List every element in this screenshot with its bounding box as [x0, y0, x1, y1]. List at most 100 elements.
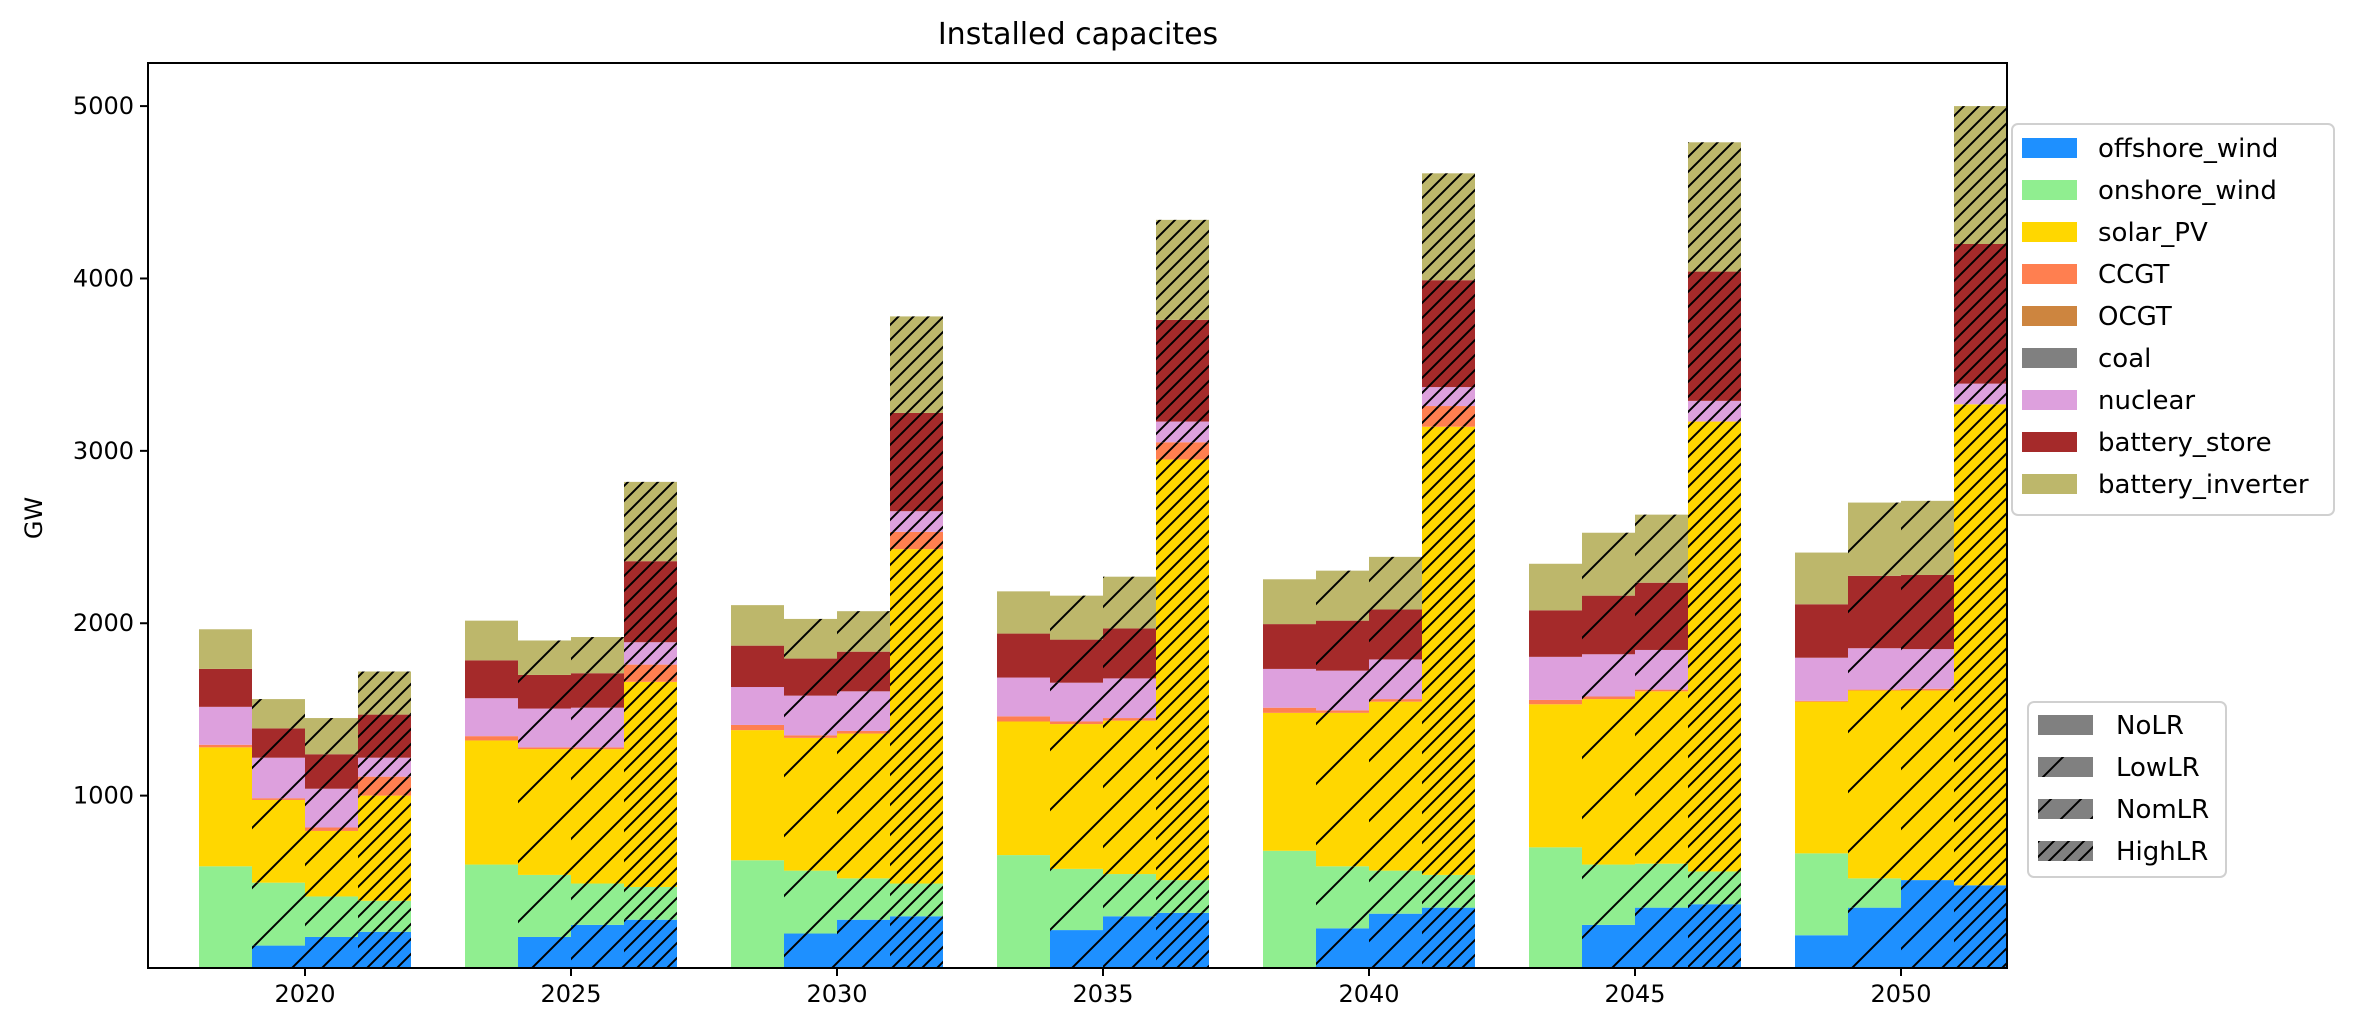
- bar-hatch-offshore_wind-NomLR-2045: [1635, 907, 1688, 968]
- legend-swatch-nuclear: [2022, 390, 2077, 410]
- bar-hatch-offshore_wind-LowLR-2035: [1050, 930, 1103, 968]
- bar-hatch-nuclear-HighLR-2050: [1954, 383, 2007, 405]
- bar-hatch-battery_store-NomLR-2050: [1901, 574, 1954, 650]
- x-tick-label: 2050: [1870, 980, 1931, 1008]
- bar-hatch-onshore_wind-LowLR-2020: [252, 882, 305, 946]
- bar-hatch-battery_inverter-NomLR-2050: [1901, 500, 1954, 575]
- bar-hatch-nuclear-NomLR-2030: [837, 691, 890, 731]
- bar-hatch-onshore_wind-HighLR-2040: [1422, 874, 1475, 908]
- bar-hatch-battery_store-LowLR-2030: [784, 658, 837, 696]
- bar-hatch-solar_PV-NomLR-2040: [1369, 701, 1422, 871]
- bar-hatch-nuclear-LowLR-2050: [1848, 648, 1901, 690]
- bar-hatch-onshore_wind-HighLR-2020: [358, 900, 411, 932]
- bar-hatch-CCGT-NomLR-2035: [1103, 718, 1156, 721]
- bar-hatch-battery_store-NomLR-2035: [1103, 628, 1156, 679]
- bar-hatch-CCGT-LowLR-2030: [784, 735, 837, 738]
- bar-segment-onshore_wind-NoLR-2045: [1529, 847, 1582, 968]
- bar-hatch-nuclear-LowLR-2020: [252, 757, 305, 799]
- legend-label-NomLR: NomLR: [2116, 795, 2209, 825]
- legend-hatch-NomLR: [2038, 799, 2093, 819]
- bar-hatch-CCGT-LowLR-2025: [518, 747, 571, 750]
- bar-segment-CCGT-NoLR-2025: [465, 736, 518, 741]
- bar-hatch-onshore_wind-LowLR-2050: [1848, 878, 1901, 908]
- legend-swatch-CCGT: [2022, 264, 2077, 284]
- legend-label-LowLR: LowLR: [2116, 753, 2200, 783]
- bar-hatch-CCGT-NomLR-2030: [837, 730, 890, 734]
- bar-segment-CCGT-NoLR-2050: [1795, 700, 1848, 702]
- bar-hatch-offshore_wind-LowLR-2050: [1848, 907, 1901, 968]
- legend-swatch-NoLR: [2038, 715, 2093, 735]
- bar-segment-nuclear-NoLR-2025: [465, 698, 518, 737]
- bar-hatch-onshore_wind-LowLR-2035: [1050, 868, 1103, 931]
- bar-hatch-nuclear-LowLR-2025: [518, 708, 571, 748]
- bar-hatch-CCGT-LowLR-2020: [252, 798, 305, 800]
- y-tick-label: 3000: [73, 437, 134, 465]
- bar-hatch-battery_store-HighLR-2035: [1156, 319, 1209, 422]
- bar-segment-nuclear-NoLR-2045: [1529, 656, 1582, 700]
- legend-swatch-coal: [2022, 348, 2077, 368]
- bar-hatch-CCGT-NomLR-2020: [305, 827, 358, 831]
- legend-label-NoLR: NoLR: [2116, 711, 2184, 741]
- bar-segment-battery_inverter-NoLR-2030: [731, 605, 784, 646]
- bar-hatch-battery_inverter-HighLR-2025: [624, 481, 677, 562]
- bar-hatch-battery_store-LowLR-2040: [1316, 620, 1369, 671]
- bar-hatch-nuclear-NomLR-2035: [1103, 678, 1156, 719]
- bar-segment-onshore_wind-NoLR-2020: [199, 866, 252, 968]
- legend-swatch-battery_store: [2022, 432, 2077, 452]
- bar-hatch-nuclear-HighLR-2020: [358, 757, 411, 777]
- x-tick-label: 2030: [806, 980, 867, 1008]
- legend-swatch-onshore_wind: [2022, 180, 2077, 200]
- bar-hatch-battery_store-HighLR-2025: [624, 561, 677, 643]
- bar-hatch-battery_inverter-LowLR-2030: [784, 618, 837, 659]
- bar-hatch-solar_PV-LowLR-2045: [1582, 699, 1635, 865]
- bar-hatch-offshore_wind-HighLR-2045: [1688, 904, 1741, 968]
- legend-label-offshore_wind: offshore_wind: [2098, 134, 2278, 164]
- bar-hatch-onshore_wind-LowLR-2030: [784, 870, 837, 934]
- x-tick-label: 2025: [540, 980, 601, 1008]
- bar-hatch-CCGT-NomLR-2045: [1635, 689, 1688, 692]
- bar-hatch-CCGT-HighLR-2035: [1156, 442, 1209, 460]
- bar-hatch-battery_store-NomLR-2020: [305, 754, 358, 789]
- legend-label-onshore_wind: onshore_wind: [2098, 176, 2277, 206]
- legend-label-battery_store: battery_store: [2098, 428, 2272, 458]
- bar-segment-onshore_wind-NoLR-2030: [731, 860, 784, 968]
- bar-hatch-offshore_wind-NomLR-2035: [1103, 916, 1156, 968]
- bar-hatch-nuclear-NomLR-2025: [571, 707, 624, 748]
- bar-hatch-offshore_wind-HighLR-2050: [1954, 885, 2007, 968]
- bar-hatch-offshore_wind-NomLR-2040: [1369, 913, 1422, 968]
- bar-hatch-nuclear-NomLR-2050: [1901, 649, 1954, 689]
- bar-hatch-solar_PV-NomLR-2030: [837, 733, 890, 879]
- bar-hatch-onshore_wind-HighLR-2045: [1688, 871, 1741, 905]
- bar-hatch-solar_PV-NomLR-2025: [571, 749, 624, 884]
- bar-hatch-battery_store-LowLR-2045: [1582, 595, 1635, 655]
- bar-segment-solar_PV-NoLR-2050: [1795, 701, 1848, 854]
- bar-hatch-onshore_wind-HighLR-2030: [890, 883, 943, 917]
- bar-hatch-battery_store-HighLR-2045: [1688, 271, 1741, 401]
- bar-hatch-CCGT-HighLR-2025: [624, 664, 677, 682]
- bar-segment-battery_store-NoLR-2025: [465, 660, 518, 699]
- bar-hatch-nuclear-LowLR-2030: [784, 695, 837, 736]
- bar-segment-CCGT-NoLR-2045: [1529, 699, 1582, 705]
- bar-hatch-offshore_wind-HighLR-2020: [358, 931, 411, 968]
- bar-hatch-battery_inverter-LowLR-2035: [1050, 595, 1103, 640]
- legend-label-HighLR: HighLR: [2116, 837, 2208, 867]
- bar-hatch-battery_inverter-HighLR-2035: [1156, 219, 1209, 320]
- bar-hatch-CCGT-HighLR-2030: [890, 531, 943, 550]
- bar-hatch-nuclear-LowLR-2040: [1316, 670, 1369, 711]
- bar-hatch-onshore_wind-NomLR-2035: [1103, 874, 1156, 917]
- bar-segment-CCGT-NoLR-2040: [1263, 707, 1316, 713]
- bar-hatch-battery_inverter-LowLR-2025: [518, 640, 571, 675]
- bar-hatch-battery_inverter-LowLR-2040: [1316, 570, 1369, 621]
- bar-hatch-onshore_wind-LowLR-2040: [1316, 866, 1369, 929]
- bar-hatch-offshore_wind-NomLR-2025: [571, 924, 624, 968]
- bar-hatch-solar_PV-LowLR-2030: [784, 737, 837, 871]
- bar-hatch-CCGT-LowLR-2050: [1848, 689, 1901, 691]
- bar-hatch-battery_inverter-NomLR-2035: [1103, 576, 1156, 629]
- bar-segment-onshore_wind-NoLR-2025: [465, 864, 518, 968]
- bar-segment-battery_store-NoLR-2030: [731, 645, 784, 688]
- technology-legend: offshore_wind onshore_wind solar_PV CCGT OCG…: [2011, 123, 2335, 516]
- bar-hatch-solar_PV-LowLR-2035: [1050, 724, 1103, 869]
- y-axis-label: GW: [20, 497, 48, 539]
- bar-segment-offshore_wind-NoLR-2050: [1795, 935, 1848, 968]
- bar-hatch-battery_store-LowLR-2035: [1050, 639, 1103, 683]
